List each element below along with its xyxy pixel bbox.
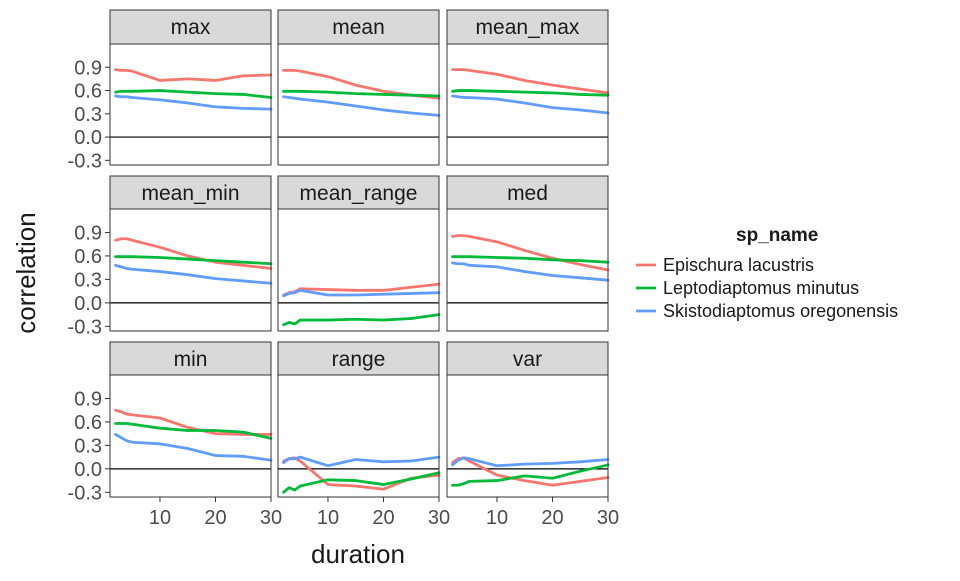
y-tick-label: 0.9	[74, 57, 102, 79]
facet-panel-range: range 10 20 30	[277, 341, 450, 529]
facet-panel-mean-range: mean_range	[277, 175, 441, 332]
series-line-skistodiaptomus-oregonensis	[451, 94, 610, 115]
y-tick-label: 0.6	[74, 412, 102, 434]
panel-background	[110, 375, 271, 497]
panel-border	[109, 43, 272, 166]
y-tick-label: 0.3	[74, 104, 102, 126]
series-line-skistodiaptomus-oregonensis	[451, 261, 610, 282]
panel-background	[447, 375, 608, 497]
y-tick-label: 0.0	[74, 127, 102, 149]
series-line-epischura-lacustris	[451, 68, 610, 95]
series-line-leptodiaptomus-minutus	[114, 89, 273, 99]
series-line-epischura-lacustris	[114, 237, 273, 270]
facet-strip-label: min	[174, 348, 208, 371]
facet-strip	[109, 9, 272, 45]
x-tick-label: 10	[149, 507, 171, 529]
facet-strip-label: mean	[332, 16, 385, 39]
legend-label: Skistodiaptomus oregonensis	[663, 301, 898, 321]
facet-strip	[446, 175, 609, 211]
legend-title: sp_name	[736, 225, 818, 246]
facet-strip	[277, 341, 440, 377]
legend-label: Leptodiaptomus minutus	[663, 278, 859, 298]
panel-background	[278, 375, 439, 497]
y-tick-label: 0.3	[74, 269, 102, 291]
facet-strip-label: range	[332, 348, 386, 371]
y-tick-label: 0.6	[74, 246, 102, 268]
facet-strip-label: var	[513, 348, 542, 371]
panel-border	[109, 374, 272, 498]
x-tick-label: 20	[204, 507, 226, 529]
panel-border	[277, 374, 440, 498]
y-tick-label: 0.9	[74, 222, 102, 244]
x-tick-label: 30	[428, 507, 450, 529]
x-tick-label: 10	[486, 507, 508, 529]
facet-strip	[277, 175, 440, 211]
x-tick-label: 30	[597, 507, 619, 529]
series-line-skistodiaptomus-oregonensis	[451, 456, 610, 468]
x-tick-label: 20	[541, 507, 563, 529]
y-tick-label: 0.9	[74, 388, 102, 410]
facet-strip-label: mean_range	[300, 182, 418, 205]
facet-panel-mean-max: mean_max	[446, 9, 610, 166]
y-tick-label: -0.3	[68, 482, 102, 504]
facet-strip	[446, 9, 609, 45]
facet-panel-max: max -0.30.00.30.60.9	[68, 9, 273, 172]
y-tick-label: 0.6	[74, 81, 102, 103]
series-line-leptodiaptomus-minutus	[282, 89, 441, 98]
series-line-leptodiaptomus-minutus	[451, 89, 610, 97]
series-line-leptodiaptomus-minutus	[282, 313, 441, 327]
facet-strip-label: mean_min	[141, 182, 239, 205]
x-tick-label: 30	[260, 507, 282, 529]
panel-background	[278, 209, 439, 331]
facet-strip-label: max	[171, 16, 211, 39]
panel-border	[446, 208, 609, 332]
series-line-epischura-lacustris	[114, 68, 273, 82]
facet-panel-var: var 10 20 30	[446, 341, 619, 529]
series-line-leptodiaptomus-minutus	[451, 463, 610, 487]
y-tick-label: -0.3	[68, 150, 102, 172]
series-line-skistodiaptomus-oregonensis	[282, 95, 441, 117]
series-line-leptodiaptomus-minutus	[451, 255, 610, 264]
series-line-epischura-lacustris	[451, 234, 610, 272]
series-line-epischura-lacustris	[114, 408, 273, 436]
y-tick-label: -0.3	[68, 316, 102, 338]
x-axis-label: duration	[311, 539, 405, 569]
panel-border	[446, 43, 609, 166]
series-line-leptodiaptomus-minutus	[114, 422, 273, 440]
facet-panel-mean-min: mean_min -0.30.00.30.60.9	[68, 175, 273, 338]
facet-panel-mean: mean	[277, 9, 441, 166]
facet-panel-min: min -0.30.00.30.60.9 10 20 30	[68, 341, 282, 529]
facet-strip	[109, 175, 272, 211]
facet-strip-label: mean_max	[476, 16, 580, 39]
facet-strip	[109, 341, 272, 377]
y-tick-label: 0.0	[74, 459, 102, 481]
panel-background	[447, 209, 608, 331]
series-line-leptodiaptomus-minutus	[282, 471, 441, 494]
panel-background	[278, 44, 439, 165]
facet-strip-label: med	[507, 182, 548, 205]
series-line-skistodiaptomus-oregonensis	[114, 94, 273, 111]
facet-panel-med: med	[446, 175, 610, 332]
series-line-skistodiaptomus-oregonensis	[114, 263, 273, 285]
x-tick-label: 20	[372, 507, 394, 529]
series-line-skistodiaptomus-oregonensis	[282, 288, 441, 298]
series-line-skistodiaptomus-oregonensis	[282, 455, 441, 468]
legend: Epischura lacustris Leptodiaptomus minutu…	[636, 255, 898, 321]
series-line-leptodiaptomus-minutus	[114, 255, 273, 266]
y-tick-label: 0.0	[74, 293, 102, 315]
legend-label: Epischura lacustris	[663, 255, 814, 275]
panel-border	[446, 374, 609, 498]
facet-strip	[446, 341, 609, 377]
panel-border	[277, 43, 440, 166]
y-tick-label: 0.3	[74, 435, 102, 457]
panel-border	[109, 208, 272, 332]
panel-border	[277, 208, 440, 332]
series-line-skistodiaptomus-oregonensis	[114, 433, 273, 462]
x-tick-label: 10	[317, 507, 339, 529]
y-axis-label: correlation	[11, 212, 41, 333]
